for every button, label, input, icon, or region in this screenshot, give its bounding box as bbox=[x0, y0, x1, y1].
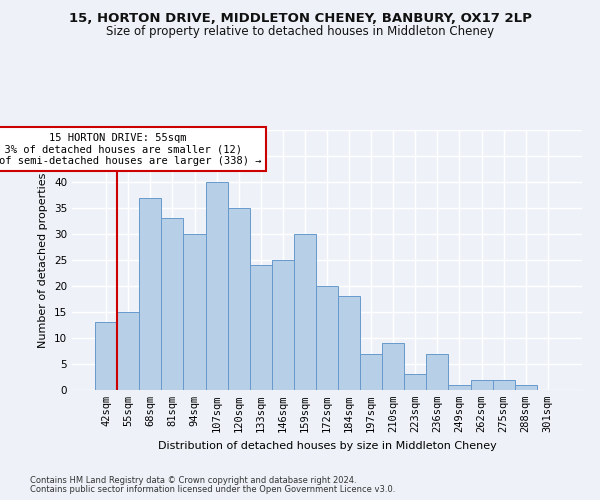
Bar bbox=[427, 354, 448, 390]
Bar bbox=[227, 208, 250, 390]
Text: 15, HORTON DRIVE, MIDDLETON CHENEY, BANBURY, OX17 2LP: 15, HORTON DRIVE, MIDDLETON CHENEY, BANB… bbox=[68, 12, 532, 26]
Bar bbox=[360, 354, 382, 390]
Bar bbox=[470, 380, 493, 390]
Bar bbox=[250, 265, 272, 390]
Bar bbox=[272, 260, 294, 390]
Text: 15 HORTON DRIVE: 55sqm
← 3% of detached houses are smaller (12)
97% of semi-deta: 15 HORTON DRIVE: 55sqm ← 3% of detached … bbox=[0, 132, 261, 166]
Text: Contains HM Land Registry data © Crown copyright and database right 2024.: Contains HM Land Registry data © Crown c… bbox=[30, 476, 356, 485]
Y-axis label: Number of detached properties: Number of detached properties bbox=[38, 172, 49, 348]
Bar bbox=[404, 374, 427, 390]
Bar bbox=[338, 296, 360, 390]
Bar bbox=[161, 218, 184, 390]
Bar bbox=[184, 234, 206, 390]
Text: Size of property relative to detached houses in Middleton Cheney: Size of property relative to detached ho… bbox=[106, 25, 494, 38]
Bar bbox=[493, 380, 515, 390]
Bar bbox=[316, 286, 338, 390]
Bar bbox=[95, 322, 117, 390]
Bar bbox=[382, 343, 404, 390]
Bar bbox=[294, 234, 316, 390]
Bar bbox=[139, 198, 161, 390]
Bar bbox=[206, 182, 227, 390]
Bar bbox=[117, 312, 139, 390]
Text: Contains public sector information licensed under the Open Government Licence v3: Contains public sector information licen… bbox=[30, 485, 395, 494]
Bar bbox=[448, 385, 470, 390]
X-axis label: Distribution of detached houses by size in Middleton Cheney: Distribution of detached houses by size … bbox=[158, 440, 496, 450]
Bar bbox=[515, 385, 537, 390]
